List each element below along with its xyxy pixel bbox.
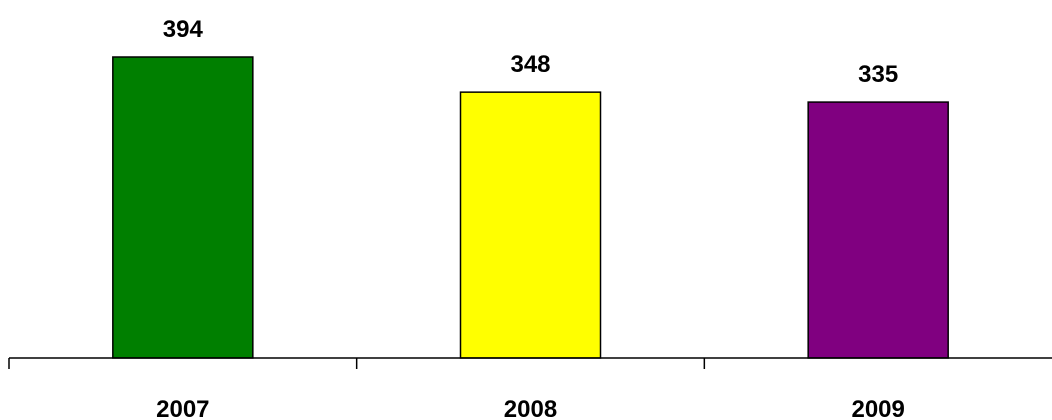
data-label-2009: 335 [858,61,898,88]
x-axis-tick-labels: 2007 2008 2009 [156,396,905,420]
x-axis-ticks [8,358,706,369]
bars-layer [112,56,949,359]
data-label-2008: 348 [510,51,550,78]
x-tick-label-2008: 2008 [504,396,557,420]
x-tick-label-2009: 2009 [851,396,904,420]
data-label-2007: 394 [163,16,204,43]
bar-2008 [459,91,602,359]
bar-2009 [807,101,949,359]
bar-2007 [112,56,254,359]
data-labels-layer: 394 348 335 [163,16,898,88]
x-tick-label-2007: 2007 [156,396,209,420]
